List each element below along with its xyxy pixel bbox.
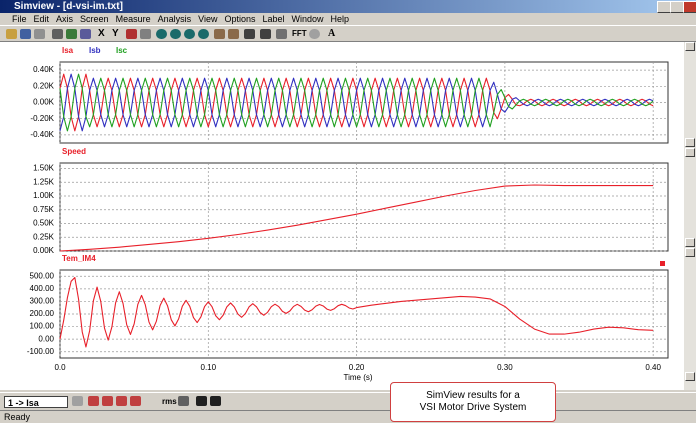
title-bar: Simview - [d-vsi-im.txt]: [0, 0, 696, 13]
tool-icon[interactable]: [116, 396, 127, 406]
y-tick-label: 0.00: [38, 334, 54, 343]
scroll-up[interactable]: [685, 148, 695, 157]
tool-icon[interactable]: [102, 396, 113, 406]
arrow-left[interactable]: [210, 396, 221, 406]
zoom-icon[interactable]: [184, 29, 195, 39]
x-axis-label: Time (s): [343, 373, 372, 382]
y-tick-label: 1.50K: [33, 164, 55, 173]
menu-item[interactable]: Label: [262, 14, 285, 24]
menu-item[interactable]: View: [198, 14, 218, 24]
x-tick-label: 0.0: [54, 363, 66, 372]
y-tick-label: 200.00: [30, 309, 55, 318]
tool-icon[interactable]: [130, 396, 141, 406]
zoom-icon[interactable]: [198, 29, 209, 39]
menu-item[interactable]: Screen: [80, 14, 109, 24]
series-line: [59, 73, 654, 132]
callout: SimView results for a VSI Motor Drive Sy…: [390, 382, 556, 422]
y-tick-label: 300.00: [30, 297, 55, 306]
y-tick-label: 0.00K: [33, 246, 55, 255]
y-tick-label: -100.00: [27, 347, 55, 356]
callout-line: SimView results for a: [426, 390, 520, 401]
tool-icon[interactable]: [126, 29, 137, 39]
menu-bar: File Edit Axis Screen Measure Analysis View Opt…: [0, 13, 696, 25]
y-tick-label: 0.20K: [33, 81, 55, 90]
print-icon[interactable]: [34, 29, 45, 39]
y-tick-label: 0.25K: [33, 232, 55, 241]
y-tick-label: 400.00: [30, 284, 55, 293]
save-icon[interactable]: [20, 29, 31, 39]
scrollbar[interactable]: [684, 42, 696, 390]
scroll-up[interactable]: [685, 248, 695, 257]
trace-selector[interactable]: 1 -> Isa: [4, 396, 68, 408]
tool-icon[interactable]: [309, 29, 320, 39]
x-tick-label: 0.40: [645, 363, 661, 372]
menu-item[interactable]: Analysis: [157, 14, 192, 24]
menu-item[interactable]: Window: [291, 14, 324, 24]
tool-icon[interactable]: [88, 396, 99, 406]
legend-label: Isa: [62, 46, 74, 55]
y-tick-label: 100.00: [30, 322, 55, 331]
y-tick-label: -0.20K: [30, 114, 54, 123]
tool-icon[interactable]: [80, 29, 91, 39]
series-line: [59, 276, 654, 348]
y-tick-label: 0.50K: [33, 219, 55, 228]
y-tick-label: 0.75K: [33, 205, 55, 214]
x-tick-label: 0.10: [201, 363, 217, 372]
y-tick-label: 1.25K: [33, 177, 55, 186]
zoom-icon[interactable]: [156, 29, 167, 39]
tool-icon[interactable]: [244, 29, 255, 39]
tool-icon[interactable]: [66, 29, 77, 39]
window-title: Simview - [d-vsi-im.txt]: [14, 1, 123, 12]
tool-icon[interactable]: [276, 29, 287, 39]
status-text: Ready: [4, 412, 31, 422]
zoom-icon[interactable]: [170, 29, 181, 39]
fft-button[interactable]: FFT: [292, 29, 307, 38]
menu-item[interactable]: Options: [224, 14, 256, 24]
series-line: [59, 73, 654, 132]
scroll-down[interactable]: [685, 372, 695, 381]
legend-label: Speed: [62, 147, 86, 156]
y-button[interactable]: Y: [112, 28, 119, 39]
hand-icon[interactable]: [228, 29, 239, 39]
menu-item[interactable]: Help: [330, 14, 350, 24]
label-button[interactable]: A: [328, 28, 336, 39]
y-tick-label: 0.40K: [33, 65, 55, 74]
y-tick-label: 1.00K: [33, 191, 55, 200]
rms-button[interactable]: rms: [162, 397, 177, 406]
series-line: [59, 184, 654, 252]
hand-icon[interactable]: [214, 29, 225, 39]
toolbar: X Y FFT A: [0, 25, 696, 42]
scroll-down[interactable]: [685, 238, 695, 247]
tool-icon[interactable]: [260, 29, 271, 39]
menu-item[interactable]: Axis: [56, 14, 74, 24]
x-tick-label: 0.30: [497, 363, 513, 372]
scroll-down[interactable]: [685, 138, 695, 147]
scroll-up[interactable]: [685, 42, 695, 51]
y-tick-label: -0.40K: [30, 130, 54, 139]
open-icon[interactable]: [6, 29, 17, 39]
legend-label: Tem_IM4: [62, 254, 96, 263]
x-tick-label: 0.20: [349, 363, 365, 372]
charts: 0.40K 0.20K 0.00K -0.20K -0.40K Isa Isb Isc 1.50…: [27, 46, 669, 382]
legend-label: Isb: [89, 46, 101, 55]
x-button[interactable]: X: [98, 28, 105, 39]
menu-item[interactable]: File: [12, 14, 27, 24]
tool-icon[interactable]: [178, 396, 189, 406]
y-tick-label: 500.00: [30, 271, 55, 280]
close-button[interactable]: [683, 1, 696, 13]
status-bar: Ready: [0, 410, 696, 423]
plot-frame: [59, 162, 669, 252]
marker-square: [660, 261, 665, 266]
tool-icon[interactable]: [72, 396, 83, 406]
arrow-right[interactable]: [196, 396, 207, 406]
legend-label: Isc: [116, 46, 128, 55]
tool-icon[interactable]: [140, 29, 151, 39]
tool-icon[interactable]: [52, 29, 63, 39]
callout-line: VSI Motor Drive System: [419, 402, 527, 413]
y-tick-label: 0.00K: [33, 98, 55, 107]
menu-item[interactable]: Measure: [115, 14, 151, 24]
menu-item[interactable]: Edit: [33, 14, 50, 24]
bottom-toolbar: 1 -> Isa rms: [0, 392, 696, 411]
